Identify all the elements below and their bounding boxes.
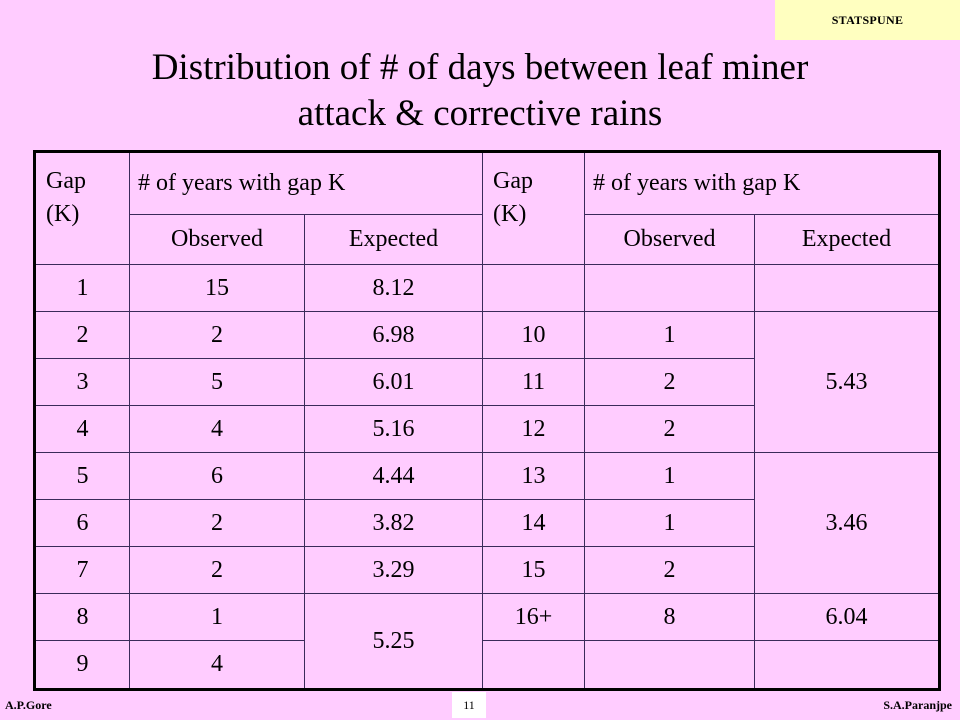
expected-group-8-plus: 5.25 [304, 593, 483, 690]
gap-distribution-table: Gap (K) # of years with gap K Gap (K) # … [33, 150, 941, 691]
years-header-right: # of years with gap K [584, 151, 940, 215]
observed-cell: 2 [129, 546, 305, 595]
gap-cell: 2 [34, 311, 130, 360]
gap-cell: 3 [34, 358, 130, 407]
expected-cell-right [754, 263, 940, 313]
observed-cell: 5 [129, 358, 305, 407]
expected-cell-right [754, 640, 940, 690]
expected-header-right: Expected [754, 214, 940, 265]
observed-header-right: Observed [584, 214, 755, 265]
gap-cell-right: 14 [482, 499, 585, 548]
gap-cell-right: 10 [482, 311, 585, 360]
observed-cell: 2 [129, 499, 305, 548]
expected-cell: 3.29 [304, 546, 483, 595]
observed-cell: 2 [129, 311, 305, 360]
observed-cell-right: 2 [584, 405, 755, 454]
observed-cell-right [584, 640, 755, 690]
gap-cell-right: 13 [482, 452, 585, 501]
observed-cell: 6 [129, 452, 305, 501]
page-number: 11 [452, 692, 486, 718]
expected-cell: 4.44 [304, 452, 483, 501]
observed-cell-right: 2 [584, 546, 755, 595]
observed-cell-right: 1 [584, 311, 755, 360]
title-line-1: Distribution of # of days between leaf m… [151, 47, 809, 88]
years-header-left: # of years with gap K [129, 151, 483, 215]
gap-cell: 4 [34, 405, 130, 454]
gap-cell: 6 [34, 499, 130, 548]
observed-cell: 15 [129, 263, 305, 313]
expected-group-10-12: 5.43 [754, 311, 940, 454]
expected-cell: 5.16 [304, 405, 483, 454]
expected-header-left: Expected [304, 214, 483, 265]
gap-cell: 1 [34, 263, 130, 313]
observed-cell-right: 2 [584, 358, 755, 407]
observed-cell-right: 1 [584, 452, 755, 501]
gap-cell-right [482, 263, 585, 313]
footer-author-left: A.P.Gore [5, 698, 52, 712]
gap-cell: 9 [34, 640, 130, 690]
gap-cell: 7 [34, 546, 130, 595]
gap-cell-right: 12 [482, 405, 585, 454]
page-title: Distribution of # of days between leaf m… [0, 45, 960, 137]
statspune-label: STATSPUNE [775, 0, 960, 40]
observed-cell-right [584, 263, 755, 313]
observed-cell: 4 [129, 640, 305, 690]
gap-cell-right: 11 [482, 358, 585, 407]
gap-cell-right [482, 640, 585, 690]
observed-cell: 4 [129, 405, 305, 454]
observed-cell-right: 1 [584, 499, 755, 548]
expected-cell: 6.98 [304, 311, 483, 360]
expected-cell: 6.01 [304, 358, 483, 407]
gap-cell-right: 15 [482, 546, 585, 595]
footer-author-right: S.A.Paranjpe [883, 698, 952, 712]
gap-cell-right: 16+ [482, 593, 585, 642]
gap-cell: 5 [34, 452, 130, 501]
observed-cell-right: 8 [584, 593, 755, 642]
observed-cell: 1 [129, 593, 305, 642]
expected-cell: 8.12 [304, 263, 483, 313]
gap-cell: 8 [34, 593, 130, 642]
expected-group-13-15: 3.46 [754, 452, 940, 595]
expected-cell-right-16plus: 6.04 [754, 593, 940, 642]
observed-header-left: Observed [129, 214, 305, 265]
title-line-2: attack & corrective rains [297, 93, 663, 134]
expected-cell: 3.82 [304, 499, 483, 548]
gap-header-right: Gap (K) [482, 151, 585, 265]
gap-header-left: Gap (K) [34, 151, 130, 265]
